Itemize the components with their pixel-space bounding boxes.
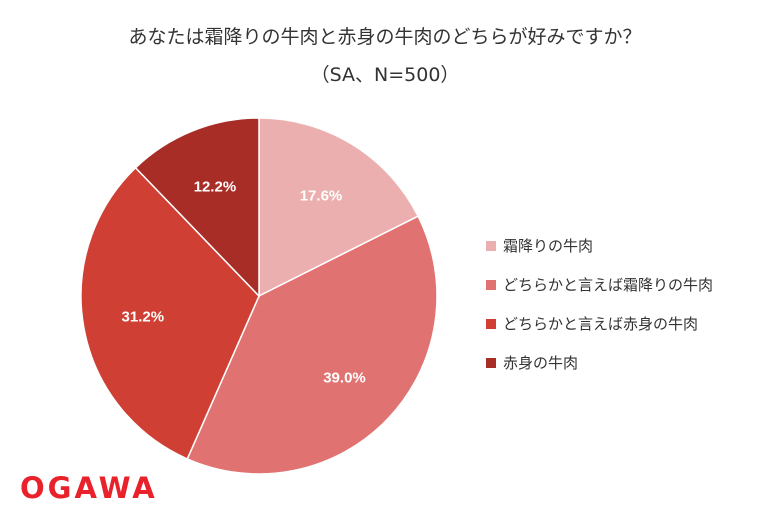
data-label-lean: 12.2% — [194, 179, 237, 196]
pie-slice-marbled — [258, 117, 420, 298]
legend-label: どちらかと言えば霜降りの牛肉 — [503, 276, 714, 294]
legend-swatch — [486, 240, 496, 251]
legend-label: 赤身の牛肉 — [503, 354, 579, 372]
pie-slice-lean — [134, 117, 260, 298]
legend-item-marbled: 霜降りの牛肉 — [486, 226, 713, 265]
legend-swatch — [486, 357, 496, 368]
legend-label: 霜降りの牛肉 — [503, 237, 594, 255]
chart-title: あなたは霜降りの牛肉と赤身の牛肉のどちらが好みですか？ — [128, 26, 642, 48]
legend-item-lean: 赤身の牛肉 — [486, 343, 713, 382]
legend-swatch — [486, 279, 496, 290]
pie-slice-rather-lean — [80, 166, 260, 460]
legend-label: どちらかと言えば赤身の牛肉 — [503, 315, 699, 333]
data-label-marbled: 17.6% — [300, 188, 343, 205]
chart-legend: 霜降りの牛肉どちらかと言えば霜降りの牛肉 どちらかと言えば赤身の牛肉 赤身の牛肉 — [486, 226, 713, 382]
legend-swatch — [486, 318, 496, 329]
data-label-rather-lean: 31.2% — [122, 309, 165, 326]
ogawa-logo: OGAWA — [20, 471, 158, 505]
pie-slice-rather-marbled — [186, 215, 438, 475]
chart-subtitle: （SA、N=500） — [310, 64, 460, 86]
legend-item-rather-lean: どちらかと言えば赤身の牛肉 — [486, 304, 713, 343]
data-label-rather-marbled: 39.0% — [323, 369, 366, 386]
legend-item-rather-marbled: どちらかと言えば霜降りの牛肉 — [486, 265, 713, 304]
